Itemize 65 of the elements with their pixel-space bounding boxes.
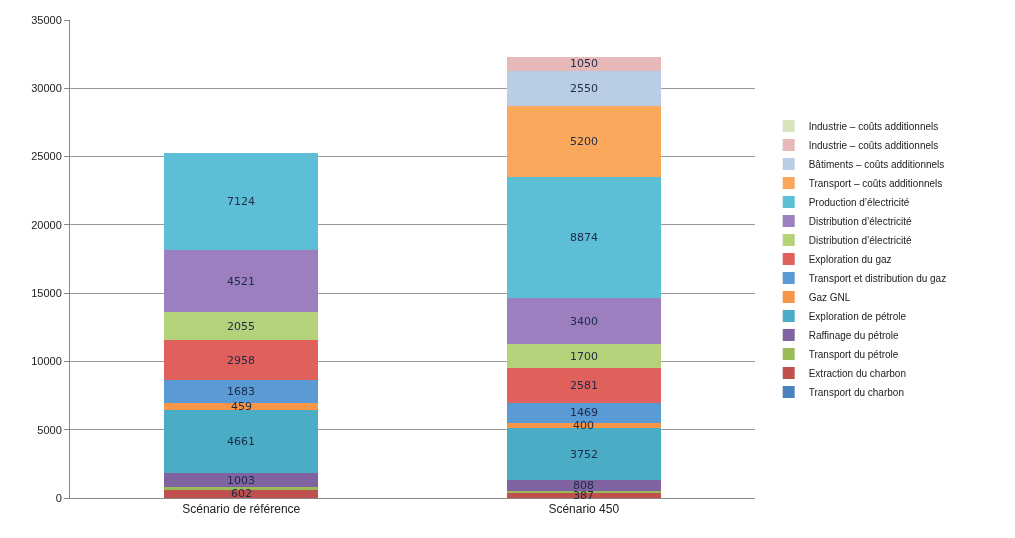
- bar: [164, 403, 319, 410]
- legend-label: Extraction du charbon: [808, 367, 906, 379]
- bar: [506, 367, 661, 403]
- bar: [164, 311, 319, 341]
- y-tick-label: 25000: [31, 150, 62, 163]
- data-label: 2958: [227, 354, 255, 367]
- data-label: 8874: [570, 231, 598, 244]
- bar: [506, 402, 661, 423]
- data-label: 1050: [570, 57, 598, 70]
- data-label: 4521: [227, 275, 255, 288]
- data-label: 1700: [570, 350, 598, 363]
- data-label: 2581: [570, 379, 598, 392]
- y-tick-label: 5000: [37, 423, 62, 436]
- y-tick-label: 20000: [31, 218, 62, 231]
- bar: [506, 479, 661, 491]
- legend-label: Industrie – coûts additionnels: [808, 120, 939, 132]
- legend-label: Transport du charbon: [808, 386, 904, 398]
- bar: [506, 56, 661, 71]
- y-tick-label: 0: [55, 491, 62, 504]
- legend-label: Distribution d’électricité: [808, 234, 912, 246]
- legend-label: Transport du pétrole: [808, 348, 899, 360]
- bar: [506, 344, 661, 368]
- bar: [506, 176, 661, 298]
- x-tick-label: Scénario de référence: [182, 502, 301, 517]
- data-label: 1683: [227, 385, 255, 398]
- legend-label: Transport et distribution du gaz: [808, 272, 947, 284]
- bar: [506, 297, 661, 345]
- bar: [506, 70, 661, 106]
- y-tick-label: 15000: [31, 286, 62, 299]
- data-label: 1003: [227, 474, 255, 487]
- legend-label: Raffinage du pétrole: [808, 329, 900, 341]
- bar: [164, 487, 319, 490]
- legend-label: Exploration de pétrole: [808, 310, 907, 322]
- bar: [164, 340, 319, 381]
- bar: [164, 489, 319, 498]
- data-label: 2055: [227, 320, 255, 333]
- legend-label: Transport – coûts additionnels: [808, 177, 943, 189]
- y-tick-label: 35000: [31, 13, 62, 26]
- legend-label: Industrie – coûts additionnels: [808, 139, 939, 151]
- data-label: 4661: [227, 435, 255, 448]
- legend-label: Distribution d’électricité: [808, 215, 912, 227]
- bar: [506, 105, 661, 177]
- data-label: 602: [231, 487, 252, 500]
- data-label: 1469: [570, 406, 598, 419]
- data-label: 808: [573, 479, 594, 492]
- data-label: 387: [573, 489, 594, 502]
- legend-label: Exploration du gaz: [808, 253, 892, 265]
- data-label: 7124: [227, 195, 255, 208]
- bar: [164, 380, 319, 404]
- data-label: 3752: [570, 448, 598, 461]
- bar: [164, 152, 319, 251]
- data-label: 5200: [570, 135, 598, 148]
- data-label: 2550: [570, 82, 598, 95]
- y-tick-label: 30000: [31, 82, 62, 95]
- legend-label: Bâtiments – coûts additionnels: [808, 158, 945, 170]
- bar: [164, 250, 319, 312]
- legend-label: Gaz GNL: [808, 291, 851, 303]
- x-tick-label: Scénario 450: [548, 502, 620, 517]
- data-label: 3400: [570, 315, 598, 328]
- data-label: 459: [231, 400, 252, 413]
- y-tick-label: 10000: [31, 355, 62, 368]
- legend-label: Production d’électricité: [808, 196, 910, 208]
- bar: [506, 428, 661, 480]
- bar: [164, 473, 319, 488]
- bar: [164, 409, 319, 474]
